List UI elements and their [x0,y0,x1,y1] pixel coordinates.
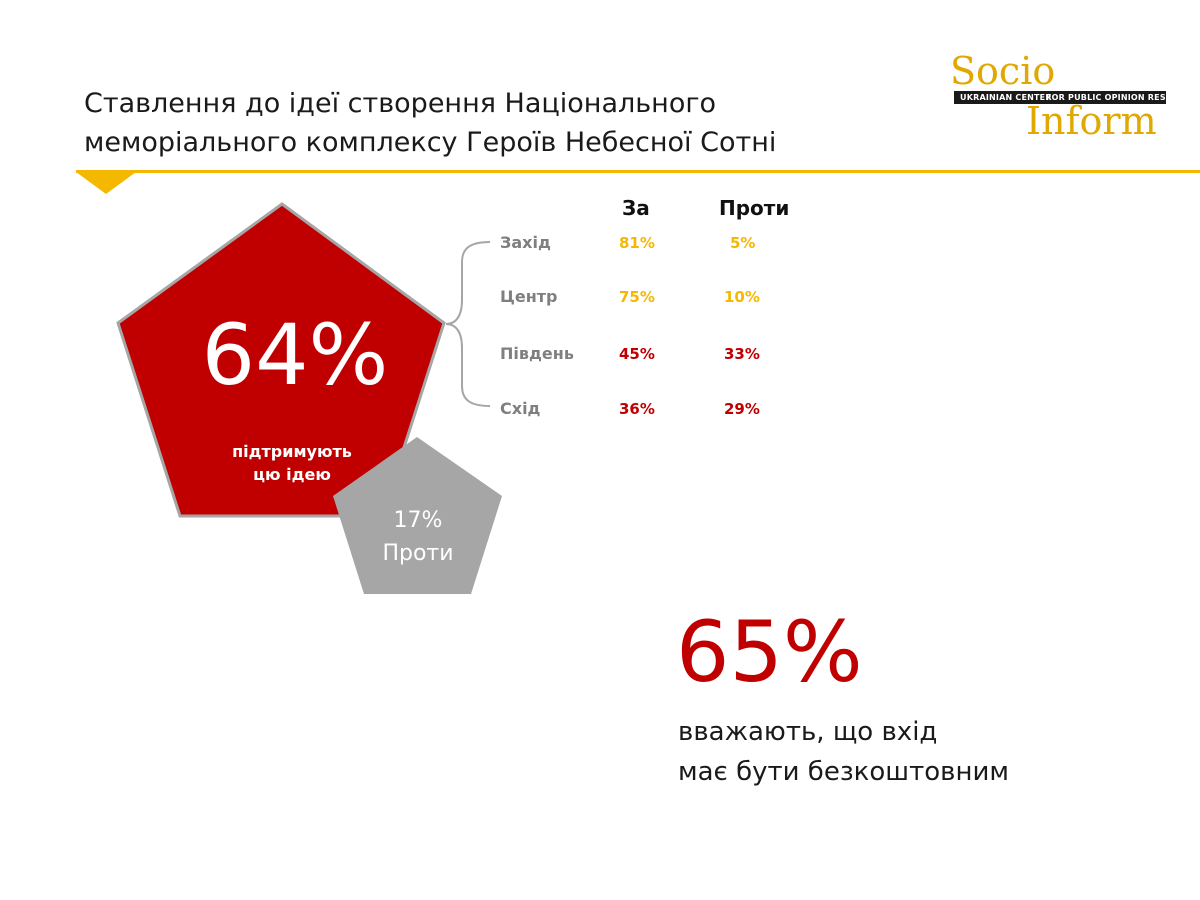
header-divider-pointer [76,172,136,194]
logo-word-bottom: Inform [1026,99,1157,143]
header-divider [76,170,1200,173]
region-for-value: 36% [619,400,655,418]
support-percent: 64% [201,306,389,404]
title-line-2: меморіального комплексу Героїв Небесної … [84,127,777,158]
region-label: Південь [500,344,574,363]
region-label: Схід [500,399,541,418]
region-against-value: 5% [730,234,756,252]
socioinform-logo: Socio UKRAINIAN CENTER FOR PUBLIC OPINIO… [948,52,1197,143]
region-for-value: 81% [619,234,655,252]
logo-word-top: Socio [950,49,1056,93]
column-header-against: Проти [719,196,790,220]
region-label: Центр [500,287,558,306]
region-label: Захід [500,233,551,252]
against-pentagon [333,437,502,594]
support-label-line-1: підтримують [232,442,352,461]
region-bracket [445,241,491,407]
free-entry-line-2: має бути безкоштовним [678,757,1009,787]
free-entry-percent: 65% [676,603,863,701]
logo-bar-left: UKRAINIAN CENTER [960,93,1052,102]
region-against-value: 10% [724,288,760,306]
region-for-value: 75% [619,288,655,306]
region-for-value: 45% [619,345,655,363]
title-line-1: Ставлення до ідеї створення Національног… [84,88,717,119]
against-text: Проти [382,541,454,566]
logo-bar-right: FOR PUBLIC OPINION RESEARCH [1046,93,1198,102]
column-header-for: За [622,196,650,220]
against-label: 17% Проти [350,504,486,570]
free-entry-text: вважають, що вхід має бути безкоштовним [678,712,1009,792]
logo-bar: UKRAINIAN CENTER FOR PUBLIC OPINION RESE… [954,91,1197,104]
support-label-line-2: цю ідею [253,465,331,484]
against-percent: 17% [393,508,443,533]
support-pentagon [116,202,446,518]
region-against-value: 29% [724,400,760,418]
page-title: Ставлення до ідеї створення Національног… [84,84,944,162]
region-against-value: 33% [724,345,760,363]
free-entry-line-1: вважають, що вхід [678,717,938,747]
support-label: підтримують цю ідею [222,440,362,486]
